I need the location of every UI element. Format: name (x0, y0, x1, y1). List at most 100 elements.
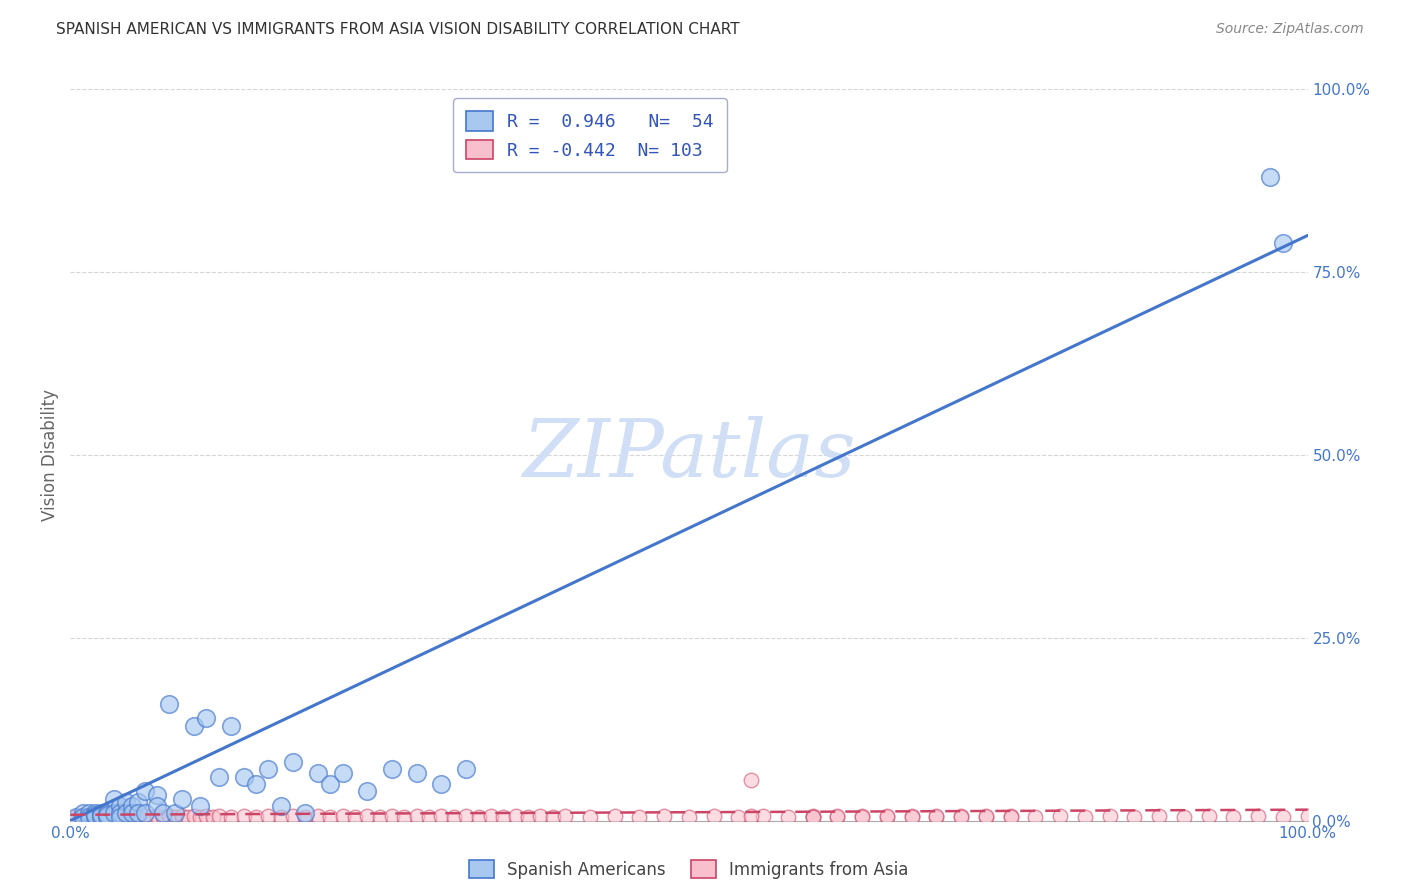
Point (127, 810, 149, 824)
Point (108, 808, 131, 822)
Point (170, 808, 193, 822)
Point (492, 810, 515, 824)
Point (183, 809, 205, 823)
Point (232, 770, 254, 784)
Point (541, 810, 564, 824)
Point (307, 766, 329, 780)
Point (219, 718, 242, 732)
Point (134, 784, 156, 798)
Point (108, 810, 131, 824)
Point (851, 810, 873, 824)
Point (157, 697, 180, 711)
Point (121, 806, 143, 821)
Point (1098, 809, 1121, 823)
Point (456, 763, 478, 777)
Point (188, 810, 211, 824)
Point (75, 810, 97, 824)
Point (603, 809, 626, 823)
Point (98, 810, 121, 824)
Point (950, 810, 973, 824)
Point (740, 809, 762, 823)
Point (1000, 809, 1022, 823)
Point (678, 810, 700, 824)
Point (418, 810, 440, 824)
Point (579, 810, 602, 824)
Point (974, 810, 997, 824)
Point (368, 810, 391, 824)
Point (115, 796, 138, 810)
Point (1074, 810, 1097, 824)
Point (121, 799, 143, 814)
Point (319, 810, 342, 824)
Point (1147, 809, 1170, 823)
Point (134, 806, 156, 821)
Point (294, 810, 316, 824)
Point (505, 809, 527, 823)
Point (103, 809, 125, 823)
Point (72, 807, 94, 822)
Point (703, 809, 725, 823)
Point (801, 810, 824, 824)
Point (467, 810, 489, 824)
Point (356, 809, 378, 823)
Point (1123, 810, 1146, 824)
Point (188, 799, 211, 814)
Point (84, 807, 107, 822)
Point (319, 777, 342, 791)
Point (394, 810, 416, 824)
Point (925, 809, 948, 823)
Point (1271, 235, 1294, 250)
Point (270, 799, 292, 814)
Point (1049, 809, 1071, 823)
Point (900, 810, 922, 824)
Point (827, 810, 849, 824)
Point (776, 810, 799, 824)
Point (1260, 169, 1282, 184)
Point (456, 809, 478, 823)
Point (195, 808, 218, 822)
Point (177, 810, 200, 824)
Point (72, 806, 94, 821)
Point (208, 770, 231, 784)
Point (165, 810, 187, 824)
Legend: Spanish Americans, Immigrants from Asia: Spanish Americans, Immigrants from Asia (463, 854, 915, 886)
Point (245, 810, 267, 824)
Point (381, 809, 404, 823)
Point (170, 791, 193, 805)
Point (84, 808, 107, 822)
Point (111, 810, 134, 824)
Point (77, 810, 100, 824)
Point (96, 810, 118, 824)
Point (69, 810, 91, 824)
Point (628, 810, 651, 824)
Point (103, 791, 125, 805)
Point (294, 806, 316, 821)
Point (146, 808, 169, 822)
Point (876, 810, 898, 824)
Point (118, 810, 141, 824)
Point (281, 755, 304, 769)
Point (134, 809, 156, 823)
Point (183, 718, 205, 732)
Point (1271, 810, 1294, 824)
Point (72, 810, 94, 824)
Point (86, 810, 108, 824)
Point (405, 766, 427, 780)
Point (105, 810, 128, 824)
Point (115, 809, 138, 823)
Point (108, 806, 131, 821)
Point (77, 806, 100, 821)
Point (257, 763, 280, 777)
Point (201, 810, 224, 824)
Point (65, 810, 87, 824)
Point (1173, 810, 1195, 824)
Point (108, 799, 131, 814)
Point (876, 809, 898, 823)
Point (1024, 810, 1046, 824)
Point (157, 809, 180, 823)
Point (219, 810, 242, 824)
Point (950, 809, 973, 823)
Point (740, 773, 762, 788)
Point (127, 806, 149, 821)
Point (65, 810, 87, 824)
